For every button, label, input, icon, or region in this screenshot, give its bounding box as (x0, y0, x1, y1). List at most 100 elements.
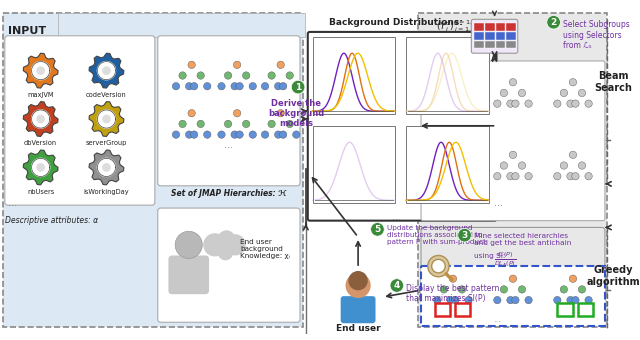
Circle shape (280, 131, 287, 138)
Circle shape (579, 89, 586, 97)
Polygon shape (103, 164, 110, 171)
Circle shape (525, 172, 532, 180)
Bar (58, 13, 305, 37)
Circle shape (434, 100, 441, 107)
Circle shape (277, 61, 284, 69)
Circle shape (452, 172, 459, 180)
Circle shape (175, 231, 202, 258)
Text: ...: ... (8, 198, 17, 208)
Text: Display the best pattern
that maximizes SI(P): Display the best pattern that maximizes … (406, 284, 500, 303)
Circle shape (291, 80, 305, 94)
Circle shape (292, 83, 300, 90)
Circle shape (452, 100, 459, 107)
Bar (406, 37, 489, 114)
Circle shape (579, 162, 586, 169)
Circle shape (225, 120, 232, 128)
Circle shape (186, 131, 193, 138)
Circle shape (507, 172, 514, 180)
Circle shape (560, 162, 568, 169)
Circle shape (268, 120, 275, 128)
Polygon shape (89, 150, 124, 185)
Circle shape (234, 61, 241, 69)
Polygon shape (103, 67, 110, 74)
Circle shape (572, 100, 579, 107)
Circle shape (286, 72, 293, 79)
Bar (474, 23, 484, 31)
Polygon shape (31, 158, 50, 176)
Circle shape (190, 131, 198, 138)
Circle shape (512, 100, 519, 107)
Polygon shape (37, 115, 44, 123)
Circle shape (518, 89, 525, 97)
Text: Beam
Search: Beam Search (595, 71, 632, 93)
Circle shape (275, 83, 282, 90)
Bar (474, 40, 484, 48)
Circle shape (518, 162, 525, 169)
Polygon shape (37, 164, 44, 171)
Circle shape (458, 162, 466, 169)
Bar (435, 303, 450, 317)
Circle shape (218, 245, 233, 260)
Polygon shape (23, 102, 58, 136)
Text: 1: 1 (295, 83, 301, 91)
Text: INPUT: INPUT (8, 26, 46, 36)
Text: ...: ... (392, 212, 401, 222)
Bar (474, 32, 484, 40)
Bar (3, 13, 303, 327)
Polygon shape (89, 53, 124, 88)
Circle shape (518, 286, 525, 293)
Text: $(Y_i^d)_{\,i=1,k}^{d=1,n}$: $(Y_i^d)_{\,i=1,k}^{d=1,n}$ (436, 18, 477, 34)
FancyBboxPatch shape (168, 255, 209, 294)
Circle shape (292, 131, 300, 138)
FancyBboxPatch shape (421, 61, 605, 221)
Text: Greedy
algorithm: Greedy algorithm (587, 265, 640, 287)
Bar (421, 266, 605, 326)
Circle shape (560, 89, 568, 97)
Circle shape (188, 109, 195, 117)
Circle shape (371, 223, 384, 236)
Polygon shape (103, 115, 110, 123)
Circle shape (225, 234, 246, 255)
FancyBboxPatch shape (157, 208, 300, 322)
Text: dbVersion: dbVersion (24, 140, 57, 146)
Circle shape (434, 172, 441, 180)
FancyBboxPatch shape (157, 36, 300, 186)
Bar (578, 303, 593, 317)
Text: serverGroup: serverGroup (86, 140, 127, 146)
Circle shape (554, 172, 561, 180)
Circle shape (585, 296, 592, 304)
Circle shape (434, 296, 441, 304)
Circle shape (234, 109, 241, 117)
Circle shape (275, 131, 282, 138)
Text: ...: ... (224, 140, 233, 150)
Circle shape (547, 15, 561, 29)
Bar (485, 23, 495, 31)
Bar (506, 23, 516, 31)
Polygon shape (23, 53, 58, 88)
Circle shape (440, 89, 447, 97)
Circle shape (440, 286, 447, 293)
Circle shape (567, 172, 574, 180)
Circle shape (493, 296, 501, 304)
Text: Select Subgroups
using Selectors
from ℒₛ: Select Subgroups using Selectors from ℒₛ (563, 20, 630, 50)
Text: Derive the
background
models: Derive the background models (268, 99, 324, 129)
Circle shape (554, 296, 561, 304)
Circle shape (243, 120, 250, 128)
Circle shape (569, 79, 577, 86)
Circle shape (286, 120, 293, 128)
Bar (506, 40, 516, 48)
Polygon shape (89, 102, 124, 136)
Circle shape (452, 296, 459, 304)
Circle shape (449, 275, 457, 283)
Bar (495, 40, 505, 48)
Circle shape (572, 296, 579, 304)
Circle shape (261, 131, 269, 138)
Bar (485, 32, 495, 40)
Circle shape (179, 72, 186, 79)
Text: maxJVM: maxJVM (28, 92, 54, 98)
Bar (312, 37, 395, 114)
Circle shape (512, 172, 519, 180)
Circle shape (172, 131, 180, 138)
Circle shape (567, 100, 574, 107)
Circle shape (204, 131, 211, 138)
